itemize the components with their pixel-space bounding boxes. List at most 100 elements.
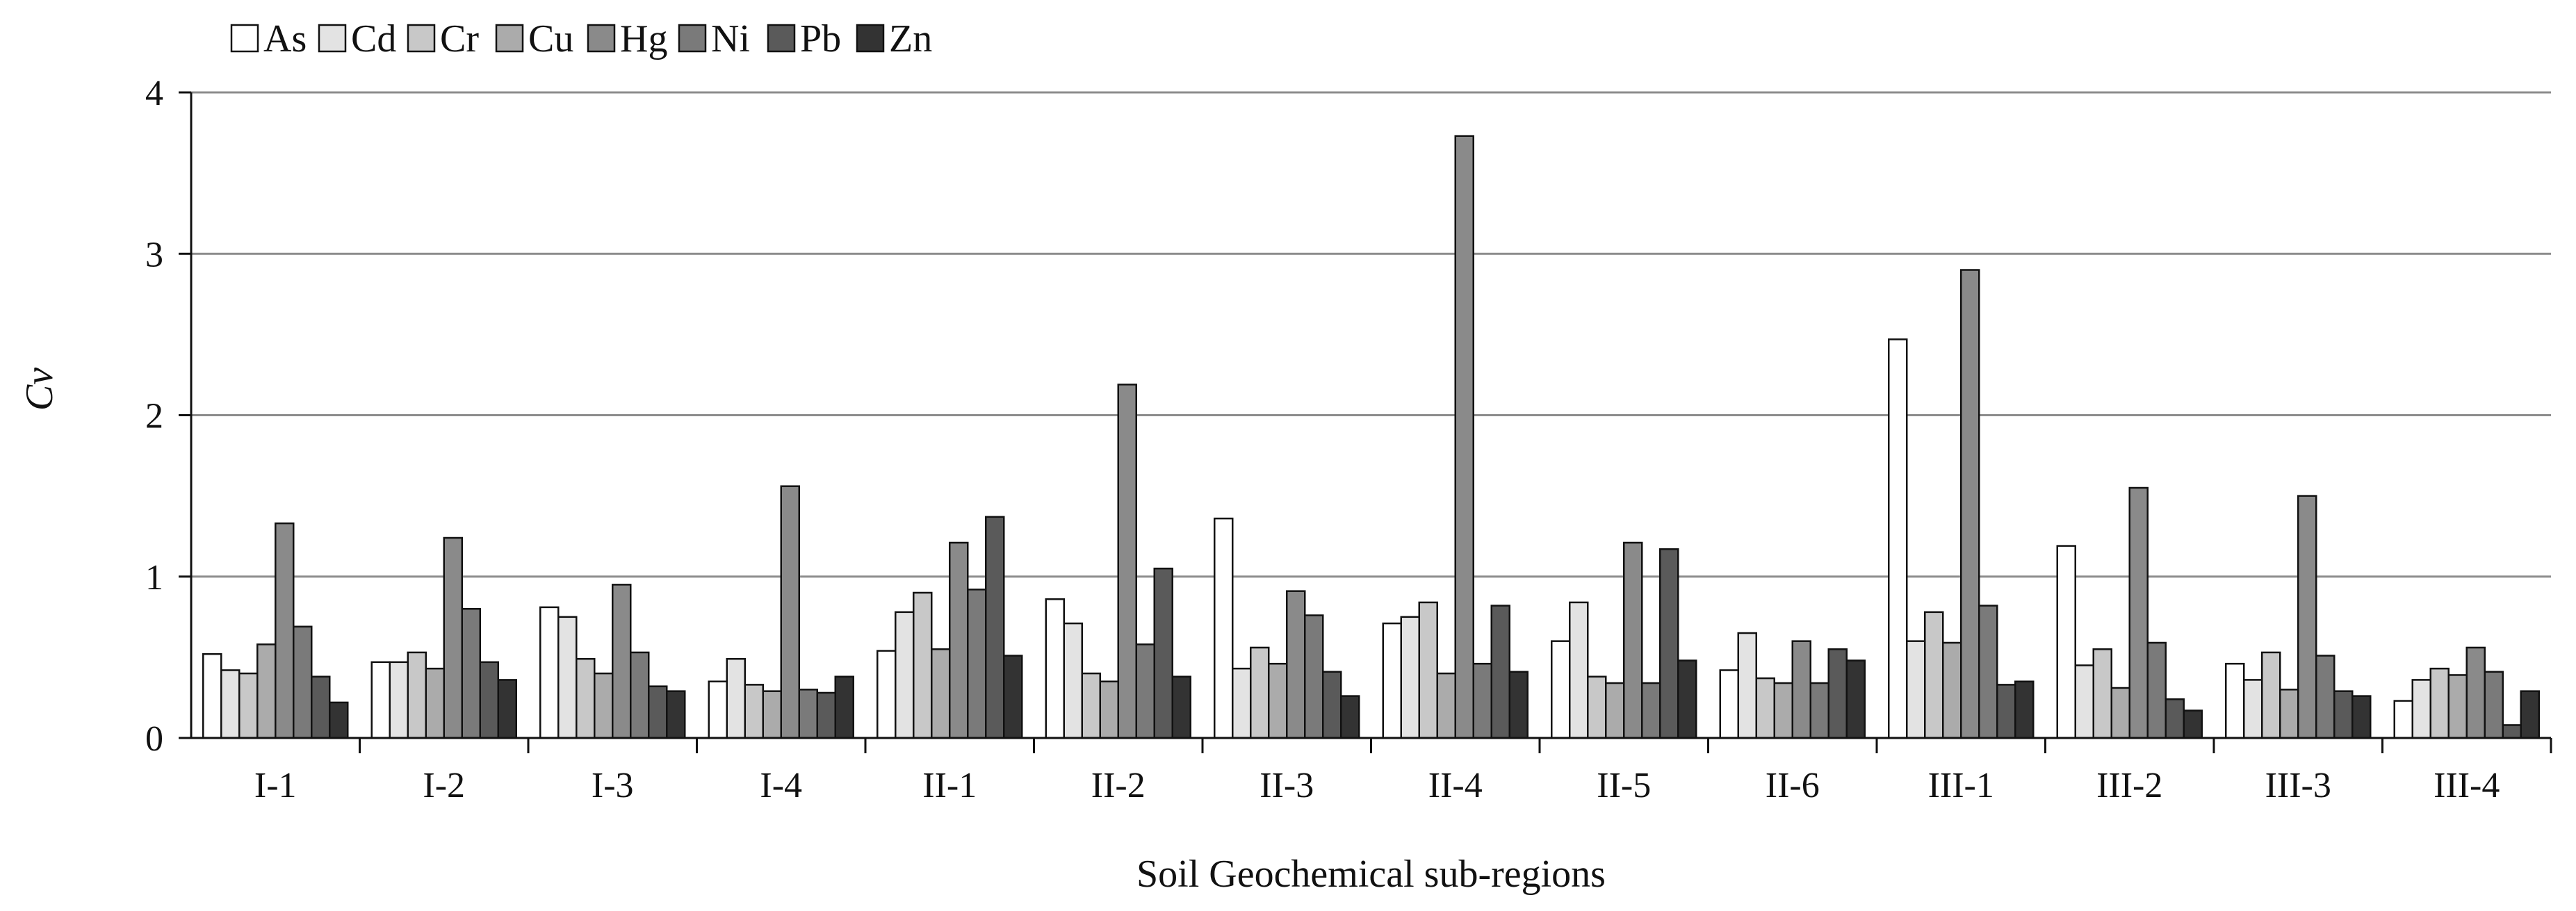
x-tick-label: I-1 <box>254 766 297 805</box>
bar-cd-i-3 <box>557 616 578 739</box>
bar-cr-iii-4 <box>2429 667 2449 739</box>
bar-cu-iii-3 <box>2279 689 2299 739</box>
bar-cu-iii-2 <box>2110 687 2130 739</box>
bar-ni-i-3 <box>630 651 650 739</box>
bar-zn-iii-4 <box>2520 690 2540 739</box>
bar-ni-iii-3 <box>2315 655 2335 739</box>
bar-zn-i-3 <box>666 690 686 739</box>
bar-cd-ii-3 <box>1232 667 1252 739</box>
bar-cu-ii-3 <box>1268 662 1288 739</box>
bar-pb-ii-3 <box>1322 671 1342 739</box>
x-tick-label: II-5 <box>1597 766 1651 805</box>
bar-as-ii-6 <box>1719 669 1739 739</box>
bar-as-iii-1 <box>1888 338 1908 739</box>
bar-pb-i-1 <box>311 675 331 739</box>
bar-zn-i-1 <box>329 701 349 739</box>
bar-cr-i-2 <box>407 651 427 739</box>
legend-label-zn: Zn <box>889 17 932 60</box>
gridlines <box>191 91 2551 578</box>
x-tick-label: II-6 <box>1766 766 1820 805</box>
y-tick-label: 0 <box>145 719 163 759</box>
x-ticks: I-1 I-2 I-3 I-4 II-1 II-2 II-3 II-4 II-5 II-6 III-… <box>254 738 2552 805</box>
bar-zn-iii-3 <box>2351 695 2372 739</box>
bar-cu-i-3 <box>594 672 614 739</box>
bar-cd-i-4 <box>726 657 746 739</box>
bar-cr-iii-3 <box>2261 651 2281 739</box>
legend-swatch-zn <box>856 24 885 53</box>
x-tick-label: III-3 <box>2265 766 2331 805</box>
bar-pb-ii-2 <box>1153 567 1173 739</box>
bar-as-iii-2 <box>2056 545 2076 739</box>
bar-cd-iii-4 <box>2411 679 2431 739</box>
bar-cu-ii-2 <box>1099 680 1119 739</box>
bar-hg-ii-6 <box>1791 640 1811 739</box>
bar-cu-iii-1 <box>1942 641 1962 739</box>
bar-zn-ii-3 <box>1340 695 1360 739</box>
bar-hg-iii-2 <box>2128 486 2149 739</box>
bar-pb-i-3 <box>648 685 668 739</box>
bar-as-ii-4 <box>1382 622 1402 739</box>
bar-ni-ii-6 <box>1809 682 1829 739</box>
bar-pb-ii-5 <box>1659 548 1679 739</box>
bar-as-i-1 <box>202 653 222 739</box>
bar-ni-ii-2 <box>1135 643 1155 739</box>
legend-label-cu: Cu <box>528 17 573 60</box>
bar-zn-ii-2 <box>1171 675 1191 739</box>
bars <box>202 135 2540 739</box>
bar-cd-i-1 <box>220 669 241 739</box>
legend-swatch-cd <box>318 24 347 53</box>
bar-ni-iii-4 <box>2484 671 2504 739</box>
bar-as-ii-5 <box>1551 640 1571 739</box>
bar-hg-ii-5 <box>1623 541 1643 739</box>
bar-cr-iii-2 <box>2092 648 2112 739</box>
x-tick-label: III-4 <box>2434 766 2500 805</box>
legend-swatch-cr <box>407 24 436 53</box>
bar-cu-ii-5 <box>1605 682 1625 739</box>
legend-label-as: As <box>263 17 307 60</box>
bar-zn-i-2 <box>497 679 517 739</box>
bar-hg-i-1 <box>275 522 295 739</box>
x-tick-label: III-2 <box>2096 766 2162 805</box>
bar-cd-ii-2 <box>1063 622 1083 739</box>
bar-cu-ii-6 <box>1773 682 1793 739</box>
bar-cr-iii-1 <box>1924 611 1944 739</box>
bar-as-i-2 <box>370 661 391 739</box>
bar-cu-ii-4 <box>1436 672 1456 739</box>
x-tick-label: I-3 <box>592 766 634 805</box>
bar-cu-ii-1 <box>931 648 951 739</box>
x-tick-label: II-1 <box>922 766 977 805</box>
bar-cd-iii-2 <box>2074 664 2094 739</box>
bar-ni-ii-4 <box>1472 662 1492 739</box>
bar-hg-iii-3 <box>2297 495 2317 739</box>
bar-pb-i-2 <box>479 661 499 739</box>
bar-hg-iii-1 <box>1960 269 1980 739</box>
bar-ni-i-1 <box>293 625 313 739</box>
bar-hg-ii-2 <box>1117 384 1137 739</box>
legend-swatch-hg <box>587 24 616 53</box>
legend-label-ni: Ni <box>711 17 750 60</box>
bar-as-ii-1 <box>877 650 897 739</box>
bar-ni-iii-1 <box>1978 605 1998 739</box>
bar-hg-i-4 <box>780 485 800 739</box>
legend-label-hg: Hg <box>620 17 667 60</box>
x-tick-label: II-4 <box>1428 766 1483 805</box>
bar-pb-iii-1 <box>1996 684 2016 739</box>
bar-ni-ii-5 <box>1641 682 1661 739</box>
bar-ni-ii-3 <box>1304 614 1324 739</box>
bar-cr-i-3 <box>576 657 596 739</box>
y-axis-title: Cv <box>18 368 61 411</box>
bar-as-i-3 <box>539 606 560 739</box>
legend-label-cr: Cr <box>440 17 479 60</box>
bar-cd-ii-6 <box>1737 632 1757 739</box>
bar-cr-i-1 <box>238 672 259 739</box>
legend-label-cd: Cd <box>351 17 396 60</box>
bar-as-iii-3 <box>2225 662 2245 739</box>
bar-ni-iii-2 <box>2146 641 2167 739</box>
bar-hg-ii-3 <box>1286 590 1306 739</box>
bar-pb-iii-2 <box>2165 698 2185 739</box>
x-axis-title: Soil Geochemical sub-regions <box>1136 853 1606 896</box>
bar-zn-ii-1 <box>1003 655 1023 739</box>
bar-cu-iii-4 <box>2447 674 2468 739</box>
bar-cr-ii-6 <box>1755 677 1775 739</box>
bar-zn-ii-6 <box>1845 659 1866 739</box>
